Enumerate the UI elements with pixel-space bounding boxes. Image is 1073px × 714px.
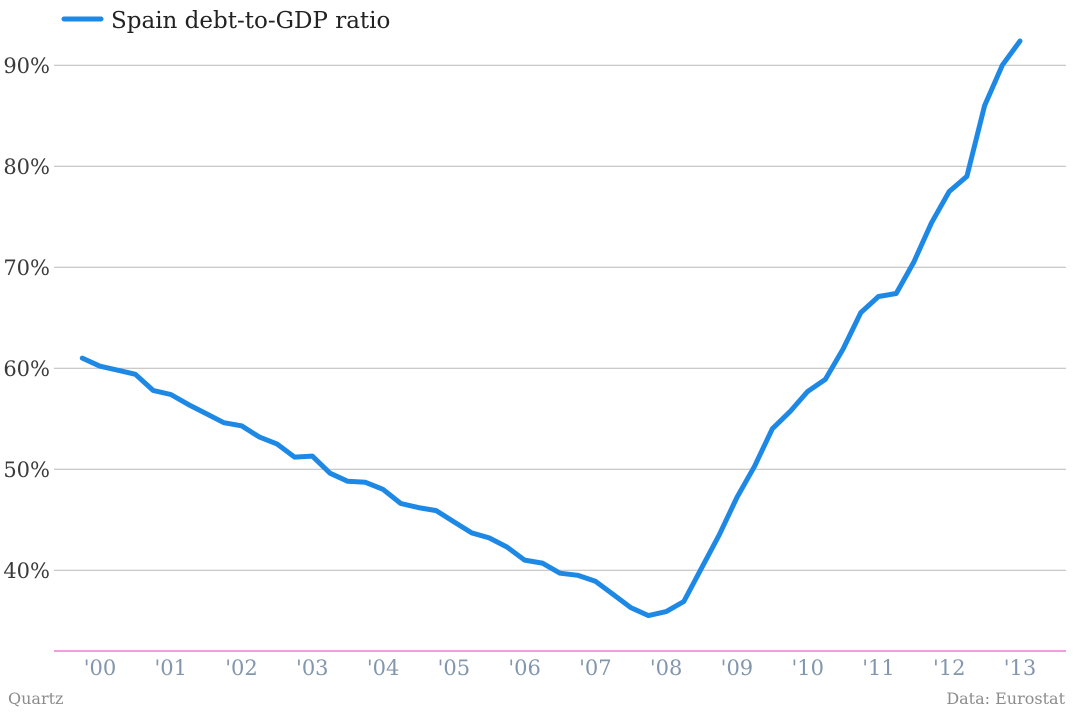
source-label: Data: Eurostat bbox=[946, 689, 1065, 708]
y-tick-label: 40% bbox=[3, 559, 50, 583]
x-tick-label: '06 bbox=[508, 656, 541, 680]
y-axis-tick-labels: 40% 50% 60% 70% 80% 90% bbox=[3, 54, 50, 583]
y-tick-label: 80% bbox=[3, 155, 50, 179]
series-line-spain-debt-to-gdp bbox=[79, 38, 1023, 619]
x-tick-label: '13 bbox=[1004, 656, 1037, 680]
legend: Spain debt-to-GDP ratio bbox=[61, 8, 390, 34]
y-tick-label: 90% bbox=[3, 54, 50, 78]
credit-label: Quartz bbox=[8, 689, 63, 708]
y-tick-label: 50% bbox=[3, 458, 50, 482]
x-axis-tick-labels: '00 '01 '02 '03 '04 '05 '06 '07 '08 '09 '10 '11 '12 '… bbox=[84, 656, 1037, 680]
x-tick-label: '07 bbox=[579, 656, 612, 680]
x-tick-label: '11 bbox=[862, 656, 895, 680]
x-tick-label: '08 bbox=[650, 656, 683, 680]
x-tick-label: '01 bbox=[155, 656, 188, 680]
x-tick-label: '02 bbox=[225, 656, 258, 680]
x-tick-label: '00 bbox=[84, 656, 117, 680]
x-tick-label: '05 bbox=[438, 656, 471, 680]
y-tick-label: 60% bbox=[3, 357, 50, 381]
y-tick-label: 70% bbox=[3, 256, 50, 280]
legend-label: Spain debt-to-GDP ratio bbox=[111, 8, 390, 34]
x-tick-label: '12 bbox=[933, 656, 966, 680]
x-tick-label: '04 bbox=[367, 656, 400, 680]
x-tick-label: '03 bbox=[296, 656, 329, 680]
grid-lines bbox=[54, 64, 1066, 571]
x-tick-label: '09 bbox=[721, 656, 754, 680]
x-tick-label: '10 bbox=[791, 656, 824, 680]
